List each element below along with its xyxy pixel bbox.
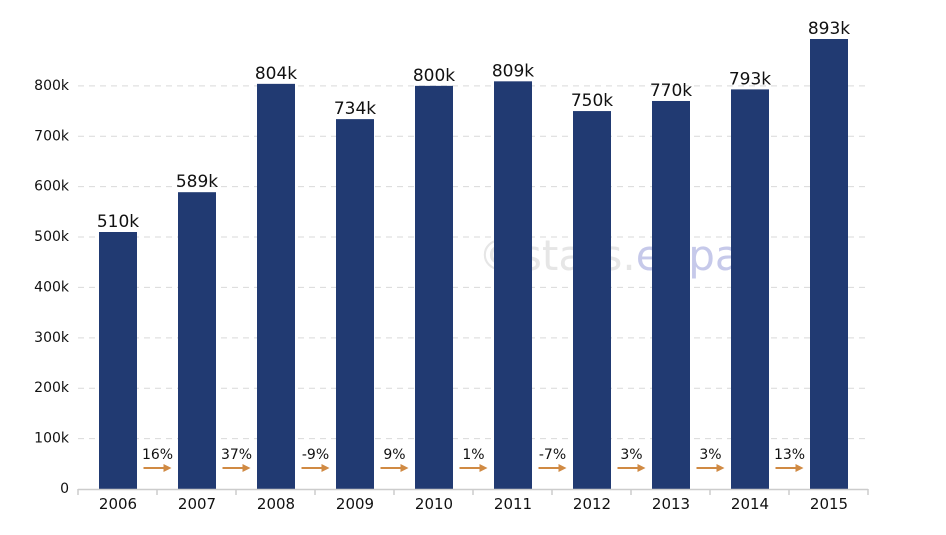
- data-label: 750k: [571, 91, 613, 111]
- growth-label: 1%: [462, 447, 484, 463]
- growth-label: 3%: [620, 447, 642, 463]
- growth-label: 16%: [142, 447, 173, 463]
- data-label: 589k: [176, 172, 218, 192]
- growth-label: 9%: [383, 447, 405, 463]
- axes: [77, 488, 869, 495]
- x-tick-label: 2014: [731, 495, 769, 513]
- y-tick-label: 500k: [34, 229, 70, 245]
- bars: [99, 39, 848, 490]
- growth-label: 37%: [221, 447, 252, 463]
- growth-arrowhead: [637, 464, 646, 472]
- x-tick-label: 2009: [336, 495, 374, 513]
- growth-arrowhead: [321, 464, 330, 472]
- data-label: 793k: [729, 69, 771, 89]
- y-tick-label: 600k: [34, 179, 70, 195]
- growth-arrowhead: [479, 464, 488, 472]
- bar: [178, 192, 216, 490]
- y-tick-label: 400k: [34, 279, 70, 295]
- labels: 0 100k 200k 300k 400k 500k 600k 700k 800k 510k 200…: [34, 19, 850, 513]
- data-label: 804k: [255, 64, 297, 84]
- x-tick-label: 2007: [178, 495, 216, 513]
- x-tick-label: 2010: [415, 495, 453, 513]
- bar: [494, 81, 532, 489]
- x-tick-label: 2013: [652, 495, 690, 513]
- y-tick-label: 300k: [34, 330, 70, 346]
- y-tick-label: 700k: [34, 128, 70, 144]
- x-tick-label: 2012: [573, 495, 611, 513]
- growth-arrowhead: [242, 464, 251, 472]
- growth-arrowhead: [558, 464, 567, 472]
- y-tick-label: 0: [60, 481, 69, 497]
- data-label: 734k: [334, 99, 376, 119]
- growth-arrowhead: [400, 464, 409, 472]
- growth-label: -7%: [539, 447, 566, 463]
- growth-label: -9%: [302, 447, 329, 463]
- bar: [731, 89, 769, 489]
- x-tick-label: 2011: [494, 495, 532, 513]
- data-label: 510k: [97, 212, 139, 232]
- bar: [573, 111, 611, 489]
- growth-label: 3%: [699, 447, 721, 463]
- bar: [257, 83, 295, 490]
- y-tick-label: 100k: [34, 431, 70, 447]
- growth-arrowhead: [163, 464, 172, 472]
- bar: [810, 39, 848, 489]
- bar: [336, 119, 374, 490]
- x-tick-label: 2006: [99, 495, 137, 513]
- y-tick-label: 200k: [34, 380, 70, 396]
- data-label: 809k: [492, 61, 534, 81]
- x-tick-label: 2015: [810, 495, 848, 513]
- bar: [652, 100, 690, 489]
- data-label: 800k: [413, 66, 455, 86]
- bar: [99, 232, 137, 490]
- y-tick-label: 800k: [34, 78, 70, 94]
- bar: [415, 85, 453, 489]
- growth-arrowhead: [716, 464, 725, 472]
- x-tick-label: 2008: [257, 495, 295, 513]
- growth-arrowhead: [795, 464, 804, 472]
- growth-label: 13%: [774, 447, 805, 463]
- data-label: 770k: [650, 81, 692, 101]
- data-label: 893k: [808, 19, 850, 39]
